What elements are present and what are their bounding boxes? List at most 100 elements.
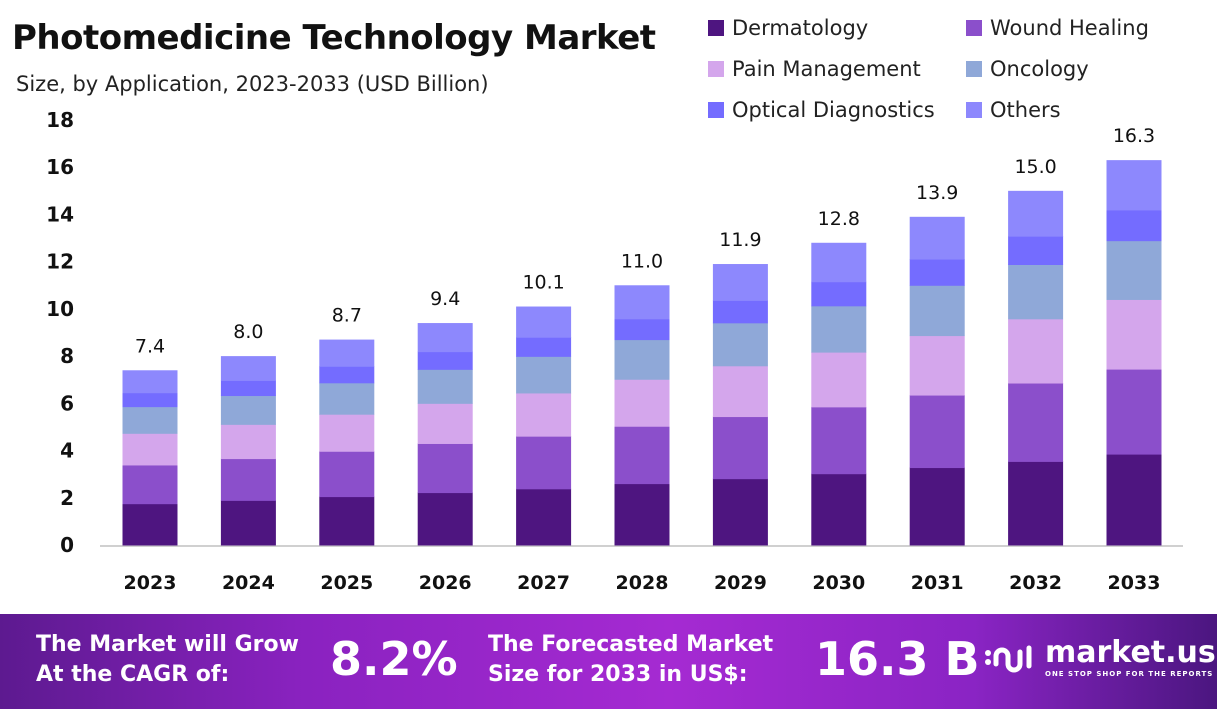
bar-segment-others (1008, 190, 1064, 237)
bar-segment-others (614, 285, 670, 320)
legend-item: Wound Healing (966, 14, 1186, 42)
bar-segment-wound-healing (220, 458, 276, 501)
bar-segment-wound-healing (909, 395, 965, 469)
brand-name: market.us (1045, 635, 1216, 670)
bar-total-label: 11.0 (621, 250, 663, 272)
bar-segment-wound-healing (516, 436, 572, 490)
legend-swatch (966, 102, 982, 118)
bar-segment-pain-management (1008, 318, 1064, 384)
bar-segment-optical-diagnostics (614, 318, 670, 341)
legend-label: Pain Management (732, 57, 921, 81)
bar-segment-wound-healing (614, 426, 670, 485)
forecast-label-line2: Size for 2033 in US$: (488, 662, 748, 687)
bar-segment-optical-diagnostics (516, 337, 572, 357)
y-tick-label: 2 (60, 486, 74, 510)
bar-segment-optical-diagnostics (1106, 209, 1162, 242)
bar-total-label: 12.8 (818, 208, 860, 230)
x-tick-label: 2033 (1108, 572, 1161, 594)
bar-segment-pain-management (811, 352, 867, 408)
bar-segment-pain-management (1106, 299, 1162, 370)
bar-total-label: 10.1 (522, 272, 564, 294)
forecast-label-line1: The Forecasted Market (488, 632, 774, 657)
brand-tagline: ONE STOP SHOP FOR THE REPORTS (1045, 670, 1214, 678)
bar-segment-optical-diagnostics (319, 366, 375, 384)
bar-total-label: 7.4 (135, 335, 165, 357)
y-tick-label: 18 (46, 108, 74, 132)
bar-segment-oncology (122, 406, 178, 434)
legend-swatch (966, 20, 982, 36)
bar-segment-dermatology (220, 500, 276, 546)
bar-segment-others (122, 370, 178, 394)
bar-segment-pain-management (220, 424, 276, 460)
bar-total-label: 11.9 (719, 229, 761, 251)
legend-item: Pain Management (708, 55, 966, 83)
bar-segment-others (811, 242, 867, 283)
stacked-bar-chart: 0 2 4 6 8 10 12 14 16 18 7.4 2023 8.0 2024 8.7 2025 9.4 2… (46, 108, 1183, 594)
bar-segment-pain-management (122, 433, 178, 466)
y-tick-label: 4 (60, 439, 74, 463)
bar-total-label: 13.9 (916, 182, 958, 204)
bar-segment-oncology (417, 369, 473, 404)
bar-segment-pain-management (614, 379, 670, 427)
bar-segment-oncology (220, 395, 276, 425)
x-tick-label: 2028 (616, 572, 669, 594)
bar-segment-others (220, 356, 276, 381)
bar-segment-oncology (1106, 240, 1162, 300)
brand-logo: market.us ONE STOP SHOP FOR THE REPORTS (983, 638, 1216, 678)
y-tick-label: 6 (60, 391, 74, 415)
bar-segment-dermatology (1106, 454, 1162, 546)
bar-segment-others (909, 216, 965, 260)
forecast-value: 16.3 B (815, 632, 980, 686)
bar-segment-others (1106, 160, 1162, 211)
bar-segment-dermatology (319, 496, 375, 546)
bar-total-label: 15.0 (1014, 156, 1056, 178)
y-tick-label: 16 (46, 155, 74, 179)
y-tick-label: 12 (46, 250, 74, 274)
x-tick-label: 2027 (517, 572, 570, 594)
x-tick-label: 2029 (714, 572, 767, 594)
cagr-label: The Market will Grow At the CAGR of: (36, 630, 299, 690)
bar-segment-others (417, 323, 473, 353)
bar-segment-oncology (1008, 264, 1064, 320)
bar-segment-optical-diagnostics (220, 380, 276, 397)
legend-item: Oncology (966, 55, 1186, 83)
y-tick-label: 14 (46, 202, 74, 226)
cagr-label-line2: At the CAGR of: (36, 662, 230, 687)
bar-segment-wound-healing (712, 416, 768, 480)
legend-swatch (966, 61, 982, 77)
bar-segment-dermatology (811, 473, 867, 546)
bar-segment-oncology (811, 305, 867, 353)
y-tick-label: 10 (46, 297, 74, 321)
bar-total-label: 8.7 (332, 305, 362, 327)
bar-segment-wound-healing (1106, 369, 1162, 455)
bar-segment-wound-healing (122, 464, 178, 505)
bar-segment-pain-management (417, 403, 473, 444)
bar-segment-dermatology (122, 503, 178, 546)
legend-item: Optical Diagnostics (708, 96, 966, 124)
legend-label: Others (990, 98, 1061, 122)
bar-segment-dermatology (1008, 461, 1064, 546)
y-tick-label: 0 (60, 533, 74, 557)
bar-segment-pain-management (516, 392, 572, 437)
y-tick-label: 8 (60, 344, 74, 368)
bar-segment-others (516, 306, 572, 338)
bar-segment-pain-management (712, 365, 768, 418)
bar-segment-dermatology (516, 488, 572, 546)
bar-segment-wound-healing (417, 443, 473, 494)
bar-segment-pain-management (909, 335, 965, 396)
bar-segment-oncology (614, 339, 670, 380)
x-tick-label: 2026 (419, 572, 472, 594)
market-us-logo-icon (985, 645, 1032, 673)
bar-segment-wound-healing (319, 451, 375, 498)
x-tick-label: 2031 (911, 572, 964, 594)
bar-segment-dermatology (909, 467, 965, 546)
legend-swatch (708, 20, 724, 36)
cagr-label-line1: The Market will Grow (36, 632, 299, 657)
x-tick-label: 2023 (124, 572, 177, 594)
legend-swatch (708, 61, 724, 77)
bar-segment-dermatology (712, 478, 768, 546)
legend-label: Oncology (990, 57, 1089, 81)
bar-segment-optical-diagnostics (712, 300, 768, 324)
bar-segment-optical-diagnostics (417, 351, 473, 370)
bar-segment-dermatology (614, 483, 670, 546)
